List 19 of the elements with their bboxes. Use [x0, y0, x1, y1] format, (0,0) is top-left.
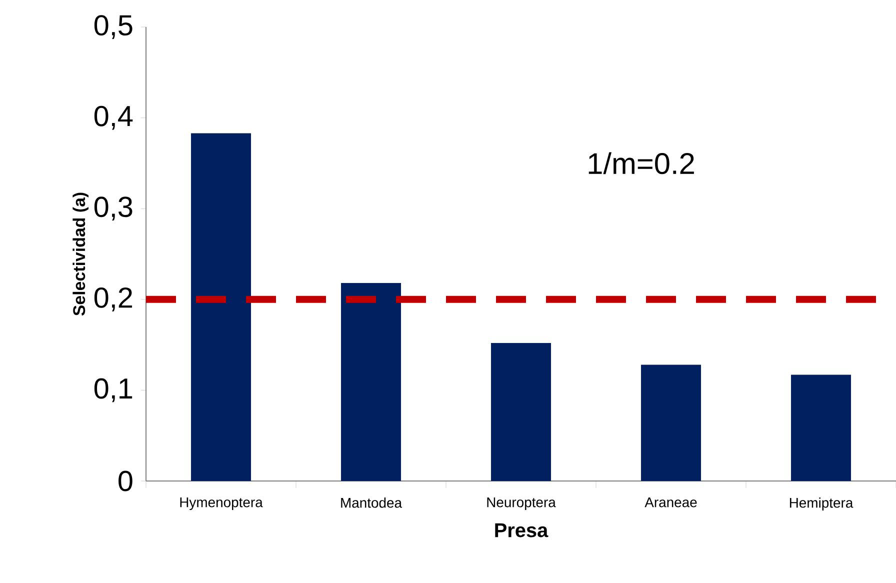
bar [191, 133, 251, 481]
y-tick-label: 0,4 [94, 106, 133, 130]
x-tick-label: Hymenoptera [180, 498, 263, 510]
y-axis-title: Selectividad (a) [72, 192, 88, 316]
annotation: 1/m=0.2 [588, 152, 694, 174]
bar [491, 342, 552, 481]
y-tick-label: 0,3 [94, 196, 132, 221]
x-tick-label: Hemiptera [790, 498, 854, 511]
y-tick-label: 0,1 [94, 378, 132, 402]
x-axis-title: Presa [495, 523, 548, 538]
y-tick-label: 0,2 [94, 287, 132, 312]
y-tick-label: 0,5 [94, 15, 132, 39]
bar [641, 364, 702, 481]
x-tick-label: Araneae [644, 498, 697, 508]
bar [791, 374, 852, 481]
y-tick-label: 0 [118, 470, 132, 492]
x-tick-label: Neuroptera [487, 498, 556, 510]
x-tick-label: Mantodea [341, 498, 402, 508]
bar [341, 283, 402, 481]
